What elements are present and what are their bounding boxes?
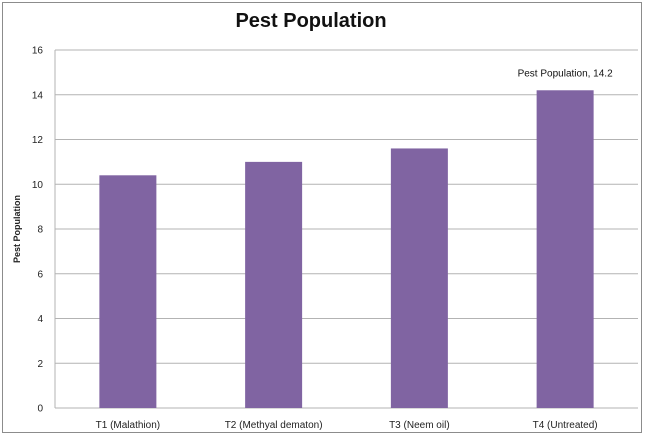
y-axis-label: Pest Population	[12, 195, 22, 263]
y-tick-label: 4	[37, 314, 43, 325]
chart-title: Pest Population	[235, 10, 386, 32]
y-tick-label: 12	[32, 135, 44, 146]
x-axis-ticks: T1 (Malathion) T2 (Methyal dematon) T3 (Ne…	[96, 420, 598, 431]
x-tick-label: T4 (Untreated)	[533, 420, 598, 431]
y-tick-label: 16	[32, 46, 44, 57]
y-tick-label: 6	[37, 269, 43, 280]
x-tick-label: T2 (Methyal dematon)	[225, 420, 323, 431]
bar-2	[245, 161, 303, 408]
y-tick-label: 8	[37, 225, 43, 236]
data-labels: Pest Population, 14.2	[518, 68, 614, 79]
y-tick-label: 10	[32, 180, 44, 191]
x-tick-label: T1 (Malathion)	[96, 420, 160, 431]
bars	[99, 90, 594, 409]
y-tick-label: 2	[37, 359, 43, 370]
y-tick-label: 14	[32, 90, 44, 101]
bar-4	[536, 90, 594, 409]
y-tick-label: 0	[37, 404, 43, 415]
y-axis-ticks: 0 2 4 6 8 10 12 14 16	[32, 46, 44, 415]
bar-1	[99, 175, 157, 408]
x-tick-label: T3 (Neem oil)	[389, 420, 450, 431]
data-label: Pest Population, 14.2	[518, 68, 614, 79]
bar-3	[390, 148, 448, 408]
